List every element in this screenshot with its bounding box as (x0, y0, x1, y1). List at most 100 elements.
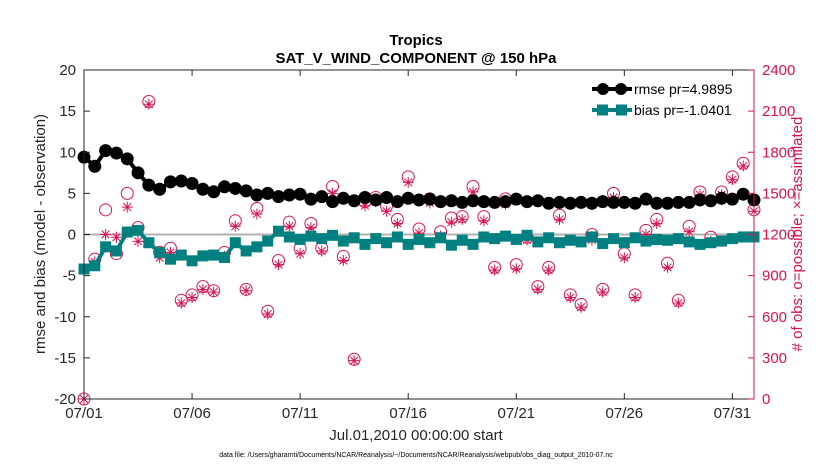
rmse-point (401, 191, 415, 205)
rmse-point (109, 146, 123, 160)
obs-assimilated-point (532, 283, 544, 295)
bias-point (381, 237, 393, 249)
obs-possible-point (99, 203, 113, 217)
obs-assimilated-point (543, 264, 555, 276)
x-tick-label: 07/01 (65, 405, 103, 422)
bias-point (327, 229, 339, 241)
obs-assimilated-point (629, 292, 641, 304)
bias-point (510, 233, 522, 245)
obs-assimilated-point (251, 208, 263, 220)
y2-tick-label: 2400 (762, 62, 795, 79)
obs-assimilated-point (672, 297, 684, 309)
y2-tick-label: 900 (762, 268, 787, 285)
bias-point (716, 235, 728, 247)
legend: rmse pr=4.9895 bias pr=-1.0401 (586, 77, 748, 123)
rmse-point (531, 194, 545, 208)
rmse-point (272, 190, 286, 204)
rmse-point (196, 182, 210, 196)
bias-point (154, 247, 166, 259)
y2-tick-label: 600 (762, 309, 787, 326)
rmse-point (574, 195, 588, 209)
obs-assimilated-point (553, 213, 565, 225)
bias-point (532, 236, 544, 248)
bias-point (251, 241, 263, 253)
obs-assimilated-point (316, 245, 328, 257)
y-tick-label: 0 (68, 227, 76, 244)
obs-assimilated-point (262, 308, 274, 320)
bias-point (348, 232, 360, 244)
rmse-point (542, 196, 556, 210)
obs-assimilated-point (737, 160, 749, 172)
rmse-point (185, 177, 199, 191)
bias-point (240, 245, 252, 257)
rmse-point (282, 188, 296, 202)
bias-point (662, 234, 674, 246)
bias-point (424, 237, 436, 249)
obs-assimilated-point (489, 264, 501, 276)
rmse-point (120, 152, 134, 166)
rmse-point (174, 174, 188, 188)
bias-point (175, 249, 187, 261)
obs-assimilated-point (175, 297, 187, 309)
y-tick-label: 15 (59, 103, 76, 120)
rmse-point (347, 194, 361, 208)
x-tick-label: 07/06 (173, 405, 211, 422)
bias-point (694, 238, 706, 250)
y2-tick-label: 1800 (762, 144, 795, 161)
rmse-point (639, 192, 653, 206)
rmse-point (99, 144, 113, 158)
bias-point (370, 233, 382, 245)
obs-assimilated-point (164, 246, 176, 258)
y2-tick-label: 300 (762, 350, 787, 367)
bias-point (413, 233, 425, 245)
x-tick-label: 07/26 (606, 405, 644, 422)
obs-assimilated-point (467, 186, 479, 198)
rmse-point (704, 194, 718, 208)
bias-point (305, 230, 317, 242)
obs-assimilated-point (208, 286, 220, 298)
bias-point (586, 231, 598, 243)
y-tick-label: 5 (68, 185, 76, 202)
bias-point (651, 233, 663, 245)
obs-assimilated-point (683, 226, 695, 238)
bias-point (337, 235, 349, 247)
bias-point (543, 232, 555, 244)
obs-assimilated-point (618, 252, 630, 264)
rmse-point (628, 196, 642, 210)
rmse-point (596, 195, 610, 209)
obs-assimilated-point (456, 213, 468, 225)
obs-assimilated-point (229, 220, 241, 232)
y-tick-label: 20 (59, 62, 76, 79)
bias-point (359, 238, 371, 250)
rmse-point (315, 190, 329, 204)
obs-assimilated-point (240, 285, 252, 297)
rmse-point (509, 192, 523, 206)
rmse-point (423, 192, 437, 206)
obs-assimilated-point (510, 263, 522, 275)
rmse-point (715, 191, 729, 205)
bias-point (499, 230, 511, 242)
rmse-point (261, 186, 275, 200)
rmse-point (736, 187, 750, 201)
rmse-point (725, 192, 739, 206)
bias-point (132, 224, 144, 236)
obs-assimilated-point (294, 248, 306, 260)
bias-point (618, 237, 630, 249)
bias-point (197, 250, 209, 262)
obs-assimilated-point (640, 229, 652, 240)
bias-point (564, 234, 576, 246)
y2-tick-label: 0 (762, 391, 770, 408)
rmse-point (142, 178, 156, 192)
y2-tick-label: 2100 (762, 103, 795, 120)
rmse-point (239, 184, 253, 198)
data-marks (77, 95, 761, 406)
rmse-point (207, 185, 221, 199)
obs-assimilated-point (575, 301, 587, 313)
bias-point (456, 234, 468, 246)
obs-assimilated-point (445, 216, 457, 228)
chart-subtitle: SAT_V_WIND_COMPONENT @ 150 hPa (275, 50, 557, 67)
bias-point (521, 229, 533, 241)
bias-point (597, 238, 609, 250)
rmse-point (477, 195, 491, 209)
